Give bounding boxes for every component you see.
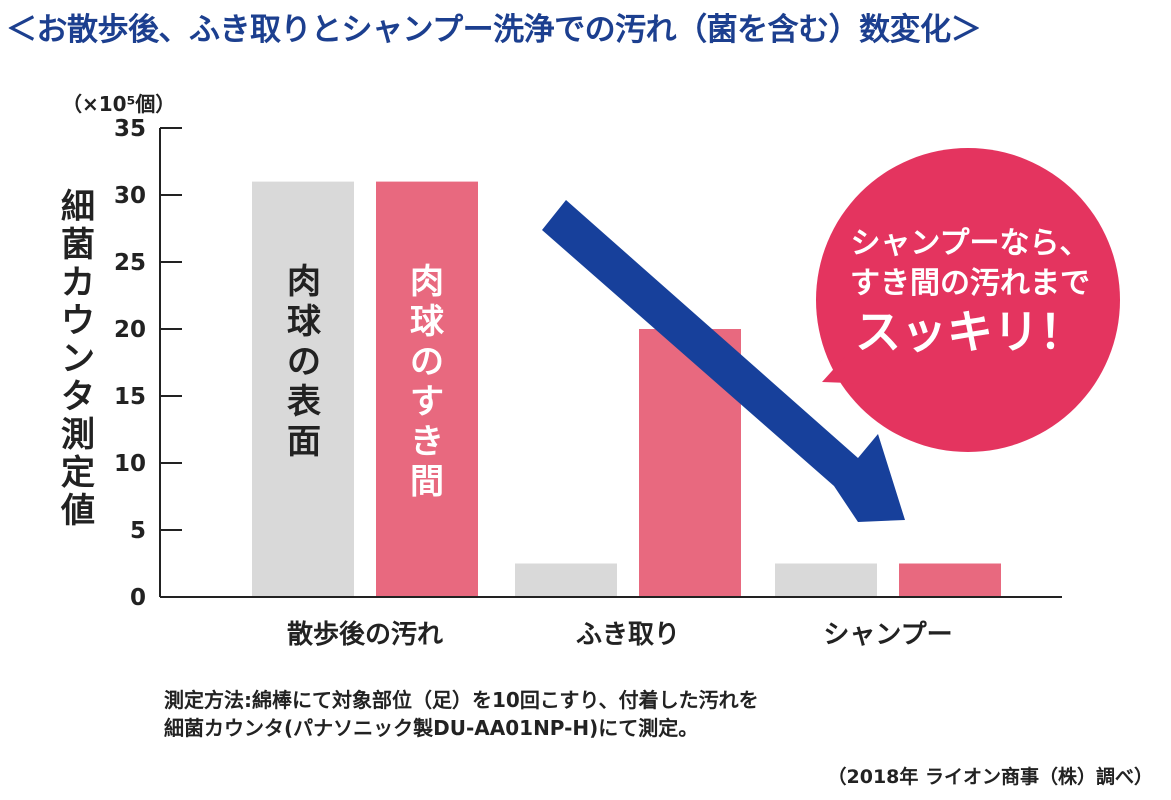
- bar-label-surface: 肉 球 の 表 面: [284, 262, 324, 462]
- y-tick-label: 5: [130, 518, 146, 544]
- bubble-line-1: シャンプーなら、: [850, 226, 1090, 261]
- bar-label-char: 球: [287, 302, 321, 342]
- down-arrow-icon: [542, 200, 905, 522]
- bubble-line-2: すき間の汚れまで: [850, 266, 1090, 301]
- bar-label-char: 球: [410, 302, 444, 342]
- y-tick-label: 30: [114, 183, 146, 209]
- y-axis-label-char: ン: [61, 339, 95, 379]
- y-tick-label: 10: [114, 451, 146, 477]
- y-axis-label-char: 細: [61, 187, 95, 227]
- y-axis-label-char: 定: [61, 453, 95, 493]
- y-tick-label: 0: [130, 585, 146, 611]
- bar-label-char: 面: [287, 422, 321, 462]
- bar-label-char: の: [410, 342, 444, 382]
- y-axis-label-char: 菌: [61, 225, 95, 265]
- method-note-line-1: 測定方法:綿棒にて対象部位（足）を10回こすり、付着した汚れを: [164, 688, 759, 712]
- bars-group: 散歩後の汚れ ふき取り シャンプー: [252, 181, 1001, 650]
- bubble-line-3: スッキリ！: [855, 305, 1085, 359]
- y-axis-label-char: タ: [61, 377, 95, 417]
- chart-title: ＜お散歩後、ふき取りとシャンプー洗浄での汚れ（菌を含む）数変化＞: [6, 12, 982, 48]
- y-axis-label-char: ウ: [61, 301, 95, 341]
- bar-label-gap: 肉 球 の す き 間: [407, 262, 447, 502]
- bubble-text: シャンプーなら、 すき間の汚れまで スッキリ！: [822, 224, 1118, 360]
- arrow-shape: [542, 200, 905, 522]
- y-tick-label: 15: [114, 384, 146, 410]
- bar-surface-1: [515, 563, 617, 597]
- y-unit-label: （×10⁵個）: [62, 92, 176, 116]
- method-note: 測定方法:綿棒にて対象部位（足）を10回こすり、付着した汚れを 細菌カウンタ(パ…: [164, 686, 759, 742]
- y-axis-label-char: カ: [61, 263, 95, 303]
- y-tick-label: 35: [114, 116, 146, 142]
- bar-surface-0: [252, 181, 354, 597]
- bar-label-char: す: [410, 382, 444, 422]
- bar-gap-2: [899, 563, 1001, 597]
- y-axis-label: 細 菌 カ ウ ン タ 測 定 値: [58, 188, 98, 530]
- bar-label-char: の: [287, 342, 321, 382]
- bubble-tail: [822, 340, 905, 385]
- bar-gap-0: [376, 181, 478, 597]
- bar-label-char: き: [410, 422, 444, 462]
- speech-bubble: [816, 148, 1120, 452]
- bar-label-char: 肉: [410, 262, 444, 302]
- bar-surface-2: [775, 563, 877, 597]
- y-tick-label: 20: [114, 317, 146, 343]
- x-tick-label: 散歩後の汚れ: [287, 619, 443, 650]
- bar-label-char: 表: [287, 382, 321, 422]
- axes-group: 0 5 10 15 20 25 30 35: [114, 116, 1062, 611]
- y-tick-label: 25: [114, 250, 146, 276]
- source-note: （2018年 ライオン商事（株）調べ）: [827, 766, 1154, 788]
- bar-label-char: 肉: [287, 262, 321, 302]
- y-axis-label-char: 測: [61, 415, 95, 455]
- bar-label-char: 間: [410, 462, 444, 502]
- x-tick-label: シャンプー: [823, 620, 952, 650]
- x-tick-label: ふき取り: [576, 620, 680, 650]
- method-note-line-2: 細菌カウンタ(パナソニック製DU-AA01NP-H)にて測定。: [164, 716, 699, 740]
- y-axis-label-char: 値: [61, 491, 95, 531]
